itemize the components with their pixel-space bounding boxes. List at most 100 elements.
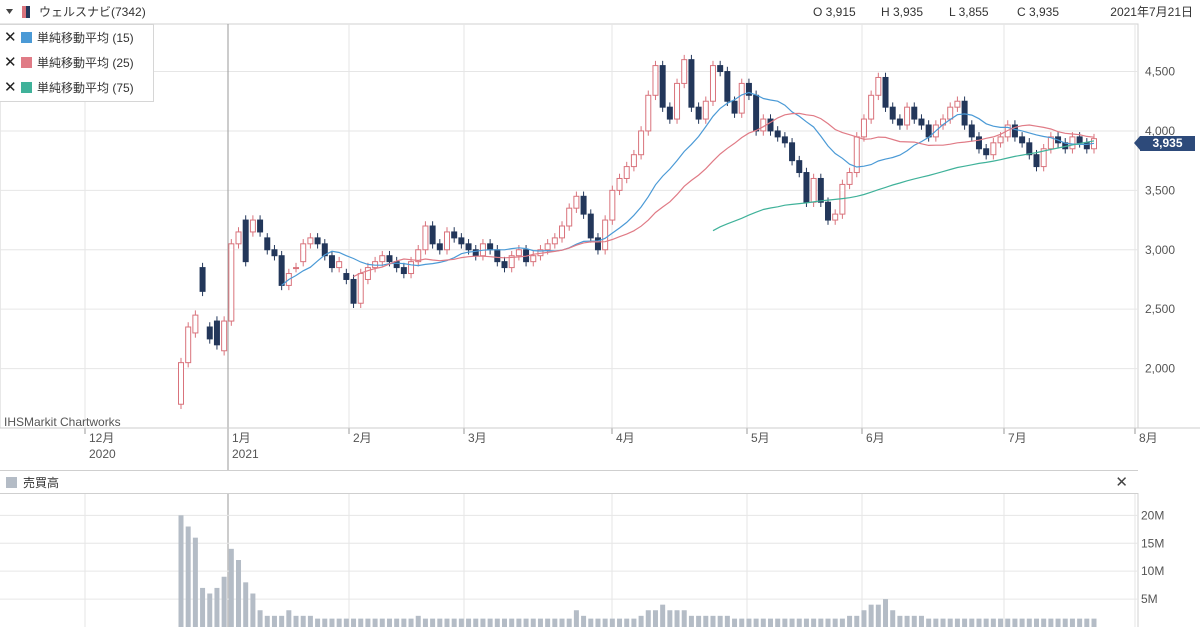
candle-body (307, 237, 314, 245)
volume-bar (617, 618, 623, 627)
moving-average-line (281, 91, 1095, 286)
volume-bar (696, 615, 702, 627)
x-month-label: 2月 (353, 431, 372, 445)
volume-tick-label: 15M (1141, 536, 1164, 550)
candle-body (968, 124, 975, 138)
volume-panel-title: 売買高 (23, 475, 60, 490)
candle-body (501, 261, 508, 269)
volume-bar (422, 618, 428, 627)
volume-bar (530, 618, 536, 627)
volume-bar (962, 618, 968, 627)
volume-bar (243, 582, 249, 627)
candle-body (875, 76, 882, 96)
candle-body (767, 118, 774, 132)
candle-body (860, 118, 867, 138)
candle-body (846, 172, 853, 185)
candle-body (458, 237, 465, 245)
candle-body (343, 273, 350, 280)
candle-body (451, 231, 458, 239)
volume-bar (293, 615, 299, 627)
close-icon[interactable]: ✕ (1115, 474, 1128, 491)
x-month-label: 8月 (1139, 431, 1158, 445)
legend-label: 単純移動平均 (25) (37, 55, 134, 70)
candle-body (674, 82, 681, 120)
volume-bar (595, 618, 601, 627)
x-month-label: 6月 (866, 431, 885, 445)
volume-bar (854, 615, 860, 627)
volume-bar (739, 618, 745, 627)
close-icon[interactable]: ✕ (4, 78, 17, 96)
ohlc-value: C 3,935 (1017, 5, 1059, 19)
volume-tick-label: 10M (1141, 564, 1164, 578)
candle-body (918, 118, 925, 126)
close-icon[interactable]: ✕ (4, 53, 17, 71)
candle-body (753, 94, 760, 132)
volume-bar (753, 618, 759, 627)
volume-bar (811, 618, 817, 627)
volume-bar (1026, 618, 1032, 627)
candle-body (300, 243, 307, 263)
candle-body (508, 255, 515, 269)
candle-body (422, 225, 429, 251)
candle-body (681, 59, 688, 84)
volume-bar (200, 587, 206, 627)
candle-body (817, 177, 824, 203)
candle-body (717, 65, 724, 73)
candle-body (199, 267, 206, 292)
y-tick-label: 4,000 (1145, 124, 1175, 138)
volume-bar (969, 618, 975, 627)
candle-body (609, 189, 616, 221)
candle-body (695, 106, 702, 120)
candle-body (738, 82, 745, 114)
candle-body (961, 100, 968, 126)
volume-panel-header: 売買高 ✕ (0, 470, 1138, 494)
volume-bar (609, 618, 615, 627)
volume-bar (983, 618, 989, 627)
volume-bar (430, 618, 436, 627)
volume-bar (307, 615, 313, 627)
moving-average-line (712, 140, 1095, 232)
legend-item: ✕ 単純移動平均 (25) (4, 51, 134, 73)
volume-bar (286, 610, 292, 627)
volume-bar (1091, 618, 1097, 627)
volume-bar (408, 618, 414, 627)
candle-body (774, 130, 781, 138)
volume-bar (487, 618, 493, 627)
volume-bar (545, 618, 551, 627)
volume-bar (645, 610, 651, 627)
volume-bar (437, 618, 443, 627)
volume-bar (343, 618, 349, 627)
candle-body (616, 177, 623, 191)
caret-down-icon[interactable] (6, 9, 13, 14)
volume-bar (954, 618, 960, 627)
candle-body (602, 219, 609, 251)
legend-item: ✕ 単純移動平均 (75) (4, 76, 134, 98)
volume-bar (724, 615, 730, 627)
volume-bar (322, 618, 328, 627)
volume-bar (782, 618, 788, 627)
volume-bar (947, 618, 953, 627)
candle-body (328, 255, 335, 269)
candle-body (652, 65, 659, 96)
volume-bar (990, 618, 996, 627)
candle-body (249, 219, 256, 233)
candle-body (429, 225, 436, 245)
close-icon[interactable]: ✕ (4, 28, 17, 46)
candle-body (666, 106, 673, 120)
volume-bar (1041, 618, 1047, 627)
volume-bar (502, 618, 508, 627)
volume-bar (458, 618, 464, 627)
candle-body (235, 231, 242, 245)
candle-body (587, 213, 594, 239)
volume-bar (178, 515, 184, 627)
last-price-tag: 3,935 (1134, 136, 1195, 151)
volume-bar (796, 618, 802, 627)
volume-bar (638, 615, 644, 627)
candle-body (336, 261, 343, 269)
volume-bar (509, 618, 515, 627)
volume-swatch (6, 476, 17, 488)
volume-bar (581, 615, 587, 627)
candle-body (889, 106, 896, 120)
volume-bar (523, 618, 529, 627)
volume-bar (1012, 618, 1018, 627)
